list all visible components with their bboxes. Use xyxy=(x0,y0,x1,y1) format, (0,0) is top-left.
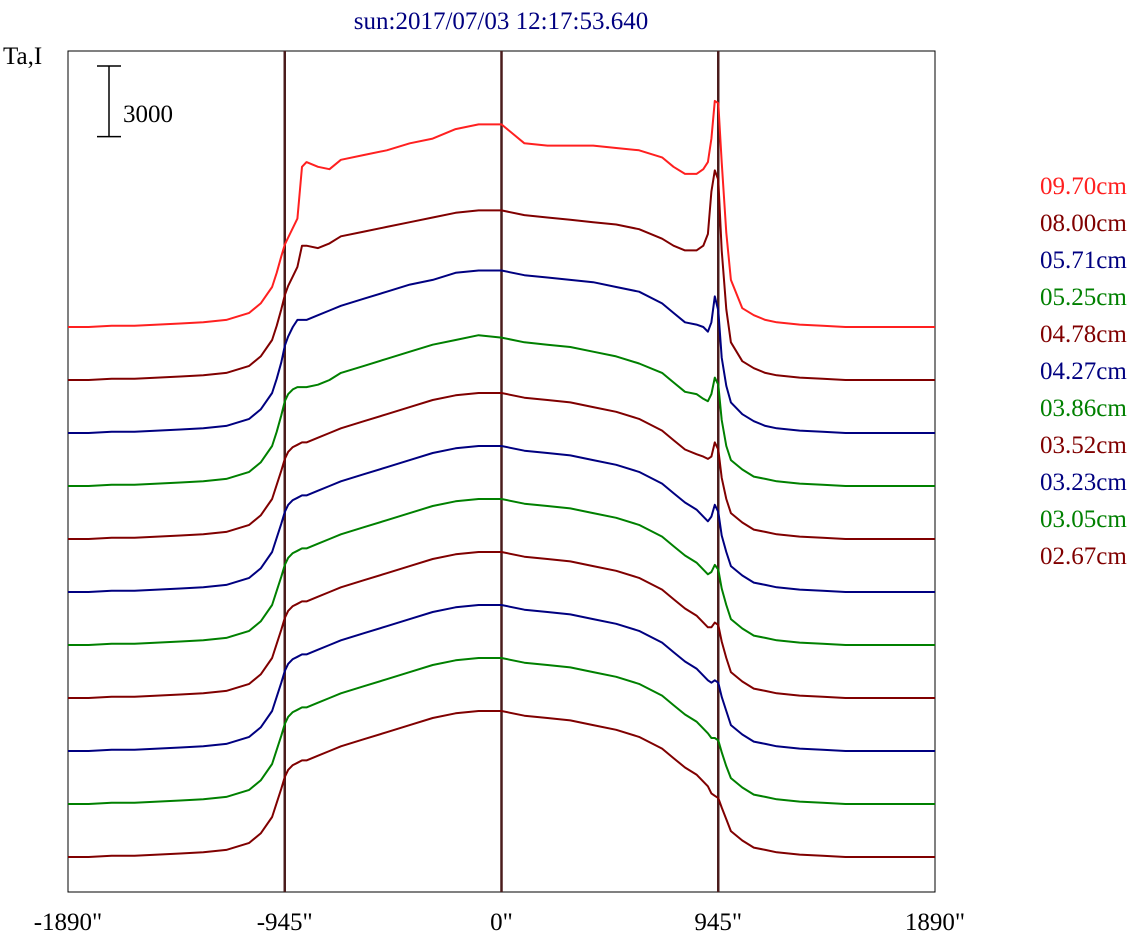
x-tick-label: -1890" xyxy=(34,909,103,936)
series-line-02.67cm xyxy=(68,710,935,858)
series-line-05.25cm xyxy=(68,334,935,487)
x-tick-labels: -1890" -945" 0" 945" 1890" xyxy=(34,909,965,936)
legend-item: 04.27cm xyxy=(1040,358,1127,385)
legend: 09.70cm 08.00cm 05.71cm 05.25cm 04.78cm 04.27… xyxy=(1040,173,1127,570)
legend-item: 03.86cm xyxy=(1040,395,1127,422)
legend-item: 05.25cm xyxy=(1040,284,1127,311)
legend-item: 09.70cm xyxy=(1040,173,1127,200)
series-line-03.23cm xyxy=(68,604,935,752)
chart-title: sun:2017/07/03 12:17:53.640 xyxy=(354,8,648,35)
y-axis-label: Ta,I xyxy=(3,43,42,70)
series-line-03.86cm xyxy=(68,498,935,646)
vertical-reference-lines xyxy=(283,51,720,892)
legend-item: 03.23cm xyxy=(1040,469,1127,496)
legend-item: 03.05cm xyxy=(1040,506,1127,533)
series-line-04.27cm xyxy=(68,445,935,593)
legend-item: 05.71cm xyxy=(1040,247,1127,274)
series-line-05.71cm xyxy=(68,269,935,434)
x-tick-label: -945" xyxy=(257,909,313,936)
x-tick-label: 945" xyxy=(694,909,742,936)
scale-bar-label: 3000 xyxy=(123,101,173,128)
series-lines xyxy=(68,99,935,858)
series-line-03.52cm xyxy=(68,551,935,699)
series-line-08.00cm xyxy=(68,169,935,381)
legend-item: 02.67cm xyxy=(1040,543,1127,570)
legend-item: 03.52cm xyxy=(1040,432,1127,459)
legend-item: 04.78cm xyxy=(1040,321,1127,348)
x-tick-label: 0" xyxy=(490,909,513,936)
series-line-04.78cm xyxy=(68,392,935,540)
series-line-09.70cm xyxy=(68,99,935,328)
series-line-03.05cm xyxy=(68,657,935,805)
scale-bar: 3000 xyxy=(97,65,173,138)
x-tick-label: 1890" xyxy=(905,909,965,936)
legend-item: 08.00cm xyxy=(1040,210,1127,237)
